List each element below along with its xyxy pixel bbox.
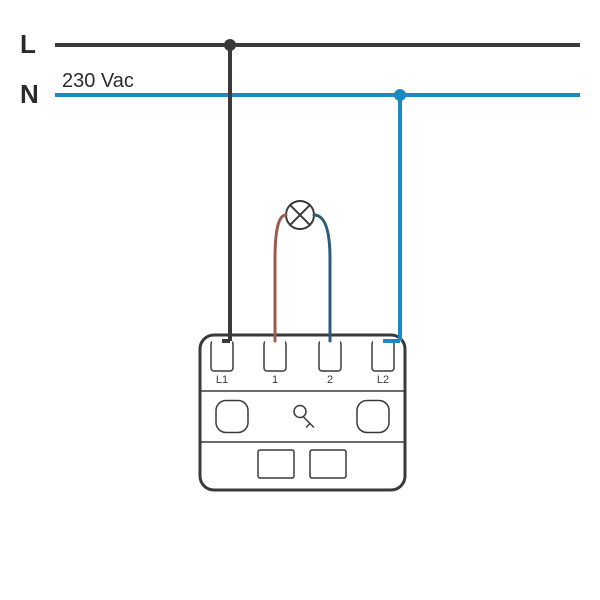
wire-T2-to-lamp <box>314 215 330 341</box>
label-N: N <box>20 79 39 109</box>
device-body <box>200 335 405 490</box>
device-module: L1 1 2 L2 <box>200 335 405 490</box>
lamp-symbol <box>286 201 314 229</box>
wire-T1-to-lamp <box>275 215 286 341</box>
label-L: L <box>20 29 36 59</box>
terminal-label-L1: L1 <box>216 374 228 386</box>
terminal-label-L2: L2 <box>377 374 389 386</box>
terminal-label-T1: 1 <box>272 374 278 386</box>
label-voltage: 230 Vac <box>62 70 134 92</box>
terminal-label-T2: 2 <box>327 374 333 386</box>
